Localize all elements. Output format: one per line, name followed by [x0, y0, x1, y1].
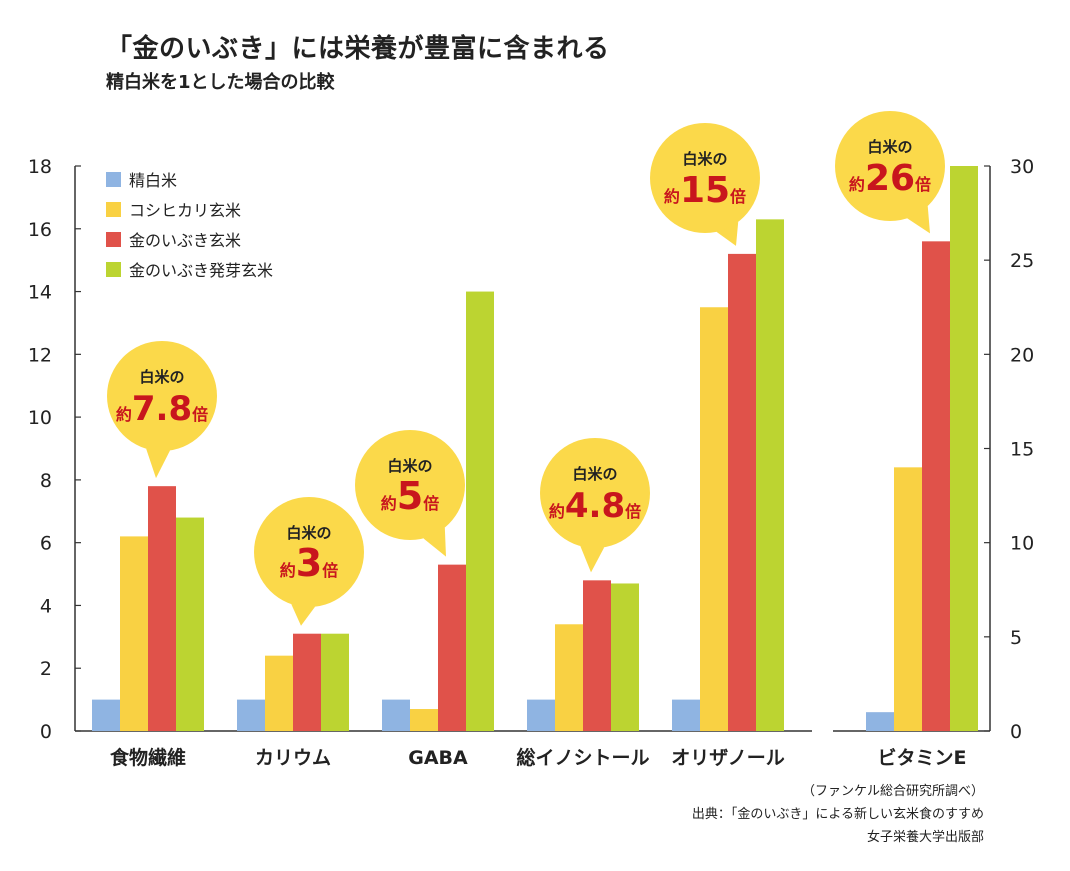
- legend-label: 金のいぶき発芽玄米: [129, 261, 273, 280]
- callout-value: 約3倍: [280, 541, 338, 585]
- category-label: カリウム: [255, 747, 331, 769]
- left-tick-label: 12: [28, 344, 52, 366]
- left-tick-label: 8: [40, 470, 52, 492]
- bar-1: [672, 699, 700, 731]
- left-tick-label: 16: [28, 219, 52, 241]
- legend-label: コシヒカリ玄米: [129, 201, 241, 220]
- legend-swatch: [106, 172, 121, 187]
- source-note: 出典：「金のいぶき」による新しい玄米食のすすめ: [691, 807, 984, 822]
- right-tick-label: 30: [1010, 156, 1034, 178]
- callout-line1: 白米の: [572, 465, 617, 483]
- callout-pointer: [716, 221, 739, 246]
- bar-2: [894, 467, 922, 731]
- left-tick-label: 6: [40, 533, 52, 555]
- survey-note: （ファンケル総合研究所調べ）: [801, 784, 984, 799]
- legend-swatch: [106, 202, 121, 217]
- callout-line1: 白米の: [387, 457, 432, 475]
- left-tick-label: 18: [28, 156, 52, 178]
- callout-bubble: [254, 497, 364, 607]
- bar-3: [583, 580, 611, 731]
- bar-4: [950, 166, 978, 731]
- bar-4: [176, 517, 204, 731]
- bar-1: [382, 699, 410, 731]
- callout-bubble: [540, 438, 650, 548]
- bar-4: [611, 583, 639, 731]
- chart-subtitle: 精白米を1とした場合の比較: [106, 72, 335, 93]
- bar-3: [922, 241, 950, 732]
- bar-2: [410, 709, 438, 731]
- callout-value: 約15倍: [664, 170, 746, 211]
- callout-value: 約26倍: [849, 158, 931, 199]
- right-tick-label: 10: [1010, 533, 1034, 555]
- bar-2: [555, 624, 583, 731]
- right-tick-label: 25: [1010, 250, 1034, 272]
- category-label: 食物繊維: [110, 746, 186, 769]
- category-label: GABA: [408, 747, 468, 769]
- callout-pointer: [580, 546, 605, 573]
- right-tick-label: 5: [1010, 627, 1022, 649]
- bar-1: [527, 699, 555, 731]
- callout-pointer: [423, 527, 446, 557]
- publisher-note: 女子栄養大学出版部: [866, 830, 984, 845]
- bar-4: [466, 291, 494, 731]
- callout-bubble: [355, 430, 465, 540]
- category-label: ビタミンE: [878, 747, 967, 769]
- bar-4: [756, 219, 784, 731]
- chart-title: 「金のいぶき」には栄養が豊富に含まれる: [106, 34, 610, 64]
- callout-value: 約5倍: [381, 474, 439, 518]
- callout-bubble: [835, 111, 945, 221]
- callout-value: 約4.8倍: [549, 486, 641, 526]
- legend-label: 金のいぶき玄米: [129, 231, 241, 250]
- callout-line1: 白米の: [139, 368, 184, 386]
- callout-bubble: [650, 123, 760, 233]
- right-tick-label: 20: [1010, 344, 1034, 366]
- bar-1: [866, 712, 894, 731]
- bar-3: [293, 633, 321, 731]
- callout-bubble: [107, 341, 217, 451]
- legend-swatch: [106, 262, 121, 277]
- bar-4: [321, 633, 349, 731]
- right-tick-label: 0: [1010, 721, 1022, 743]
- bar-3: [148, 486, 176, 731]
- legend-swatch: [106, 232, 121, 247]
- right-tick-label: 15: [1010, 439, 1034, 461]
- callout-pointer: [907, 206, 930, 234]
- callout-value: 約7.8倍: [116, 389, 208, 429]
- callout-line1: 白米の: [682, 150, 727, 168]
- left-tick-label: 2: [40, 658, 52, 680]
- legend-label: 精白米: [129, 171, 177, 190]
- callout-pointer: [146, 448, 171, 479]
- category-label: オリザノール: [671, 747, 785, 769]
- callout-pointer: [291, 604, 316, 626]
- bar-3: [438, 564, 466, 731]
- bar-1: [92, 699, 120, 731]
- bar-3: [728, 253, 756, 731]
- left-tick-label: 0: [40, 721, 52, 743]
- callout-line1: 白米の: [867, 138, 912, 156]
- bar-1: [237, 699, 265, 731]
- left-tick-label: 4: [40, 595, 52, 617]
- bar-2: [120, 536, 148, 731]
- bar-2: [700, 307, 728, 731]
- category-label: 総イノシトール: [516, 746, 649, 769]
- left-tick-label: 10: [28, 407, 52, 429]
- bar-2: [265, 655, 293, 731]
- callout-line1: 白米の: [286, 524, 331, 542]
- left-tick-label: 14: [28, 282, 52, 304]
